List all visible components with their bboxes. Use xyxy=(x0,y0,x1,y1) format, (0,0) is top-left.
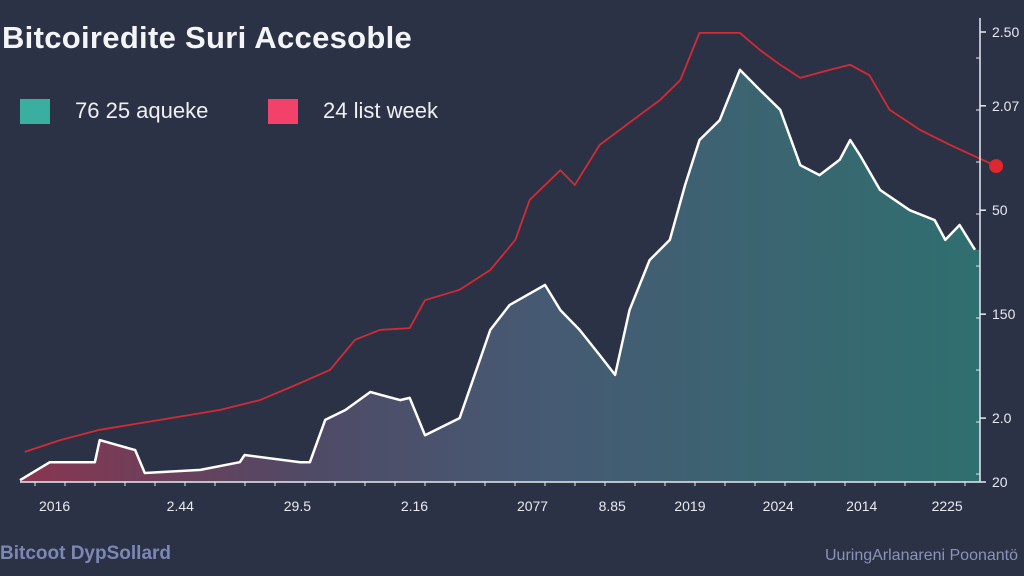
series-line-1 xyxy=(24,32,997,453)
legend-label: 76 25 aqueke xyxy=(75,98,209,123)
y-tick-label: 20 xyxy=(992,474,1008,490)
y-tick-label: 50 xyxy=(992,202,1008,218)
x-tick-label: 2.16 xyxy=(401,498,428,514)
x-tick-label: 2024 xyxy=(763,498,794,514)
x-tick-label: 8.85 xyxy=(599,498,626,514)
y-tick-label: 2.50 xyxy=(992,24,1019,40)
footer-brand: Bitcoot DypSollard xyxy=(0,543,172,564)
y-tick-label: 2.07 xyxy=(992,98,1019,114)
legend-item-red: 24 list week xyxy=(268,98,438,124)
footer-source: UuringArlanareni Poonantö xyxy=(824,547,1018,564)
chart-title: Bitcoiredite Suri Accesoble xyxy=(2,20,413,55)
legend-swatch-red xyxy=(268,98,298,124)
legend-swatch-teal xyxy=(20,98,50,124)
y-tick-label: 2.0 xyxy=(992,410,1012,426)
x-tick-label: 2077 xyxy=(517,498,548,514)
legend-item-teal: 76 25 aqueke xyxy=(20,98,208,124)
legend-label: 24 list week xyxy=(323,98,438,123)
series-line-0 xyxy=(19,68,977,482)
y-tick-label: 150 xyxy=(992,306,1016,322)
x-tick-label: 2225 xyxy=(932,498,963,514)
x-tick-label: 2016 xyxy=(39,498,70,514)
series-area-fill xyxy=(20,69,980,483)
x-tick-label: 2014 xyxy=(846,498,877,514)
x-tick-label: 2019 xyxy=(674,498,705,514)
series-end-marker xyxy=(989,159,1004,174)
x-tick-label: 29.5 xyxy=(284,498,311,514)
x-tick-label: 2.44 xyxy=(167,498,194,514)
